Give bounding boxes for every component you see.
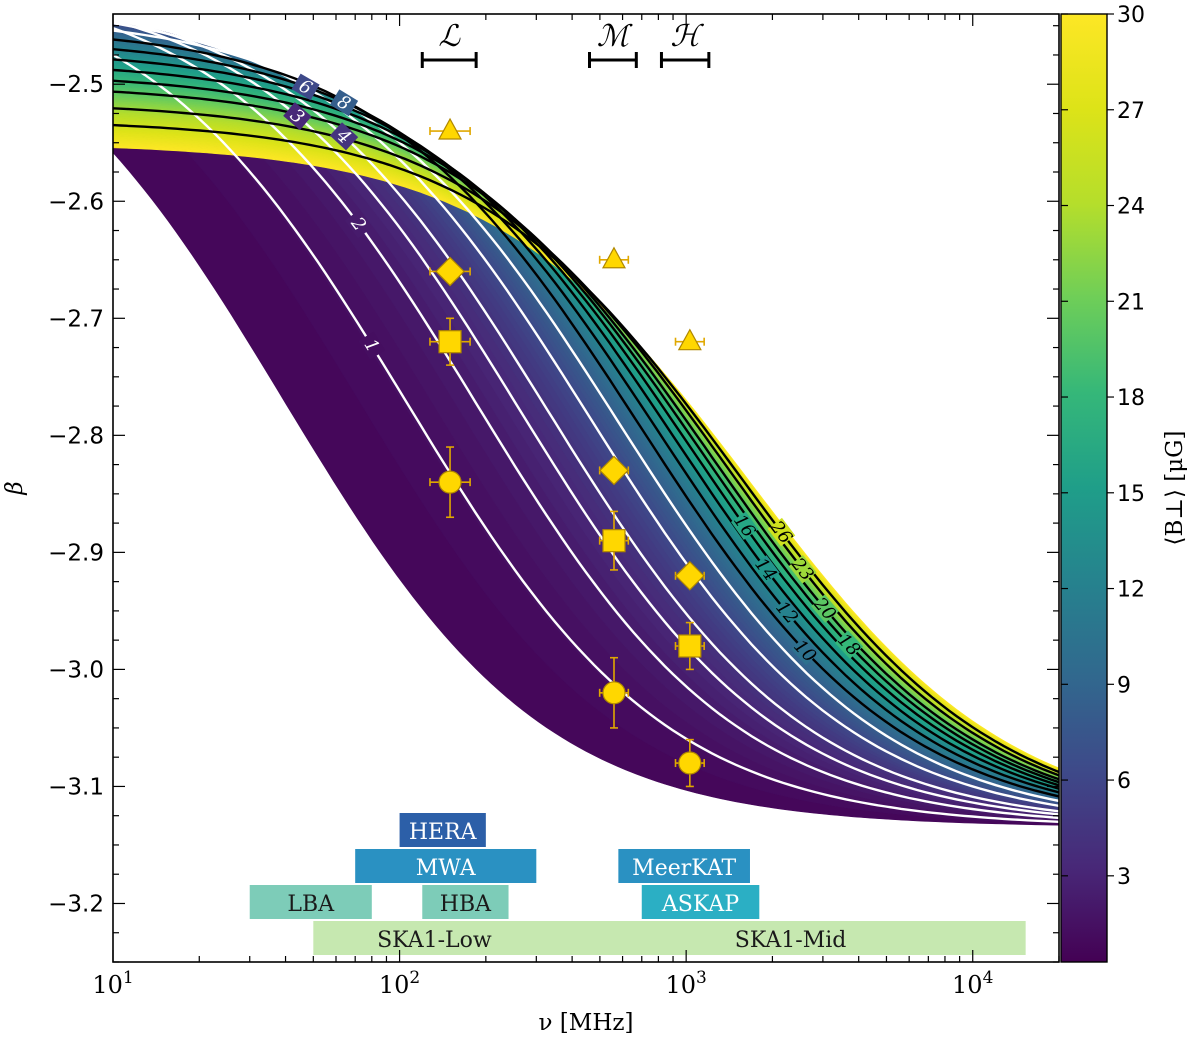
data-point-diamond <box>674 560 705 591</box>
contour-label-gap <box>810 594 839 623</box>
y-tick-label: −2.9 <box>48 540 104 566</box>
colorbar-tick-label: 6 <box>1117 769 1131 794</box>
colormap-band <box>113 145 1059 769</box>
instrument-label-hera: HERA <box>409 820 478 845</box>
y-tick-label: −3.1 <box>48 774 104 800</box>
instrument-label-lba: LBA <box>287 892 335 917</box>
data-point-square <box>602 529 626 553</box>
instrument-band-hera <box>399 813 486 847</box>
y-tick-label: −3.2 <box>48 891 104 917</box>
contour-label-gap <box>329 122 359 151</box>
instrument-label-meerkat: MeerKAT <box>632 856 736 881</box>
contour-line-14 <box>113 58 1059 790</box>
contour-label-gap <box>773 598 802 627</box>
contour-line-12 <box>113 48 1059 794</box>
contour-line-18 <box>113 79 1059 784</box>
data-points <box>429 117 705 788</box>
contour-label-gap <box>730 511 759 540</box>
contour-label-gap <box>788 555 817 584</box>
colorbar-ticks: 3 6 9 12 15 18 21 24 27 30 <box>1061 3 1145 890</box>
contour-label-gap <box>767 517 796 547</box>
data-point-square <box>438 330 462 354</box>
colorbar-frame <box>1060 13 1108 963</box>
instrument-band-askap <box>641 885 760 919</box>
data-point-diamond <box>599 455 629 486</box>
contour-label-gap <box>790 636 820 666</box>
colorbar-tick-label: 9 <box>1117 673 1131 698</box>
y-axis-label: β <box>2 481 28 495</box>
instrument-label-mwa: MWA <box>416 856 477 881</box>
data-point-triangle <box>438 117 463 140</box>
colorbar <box>1061 14 1107 962</box>
contour-line-3 <box>113 19 1059 816</box>
contour-label-gap <box>291 73 320 101</box>
instrument-label-ska1-low: SKA1-Low <box>377 928 492 953</box>
instrument-band-ska1-low <box>313 921 556 955</box>
contour-line-8 <box>113 29 1059 803</box>
data-point-square <box>678 634 702 658</box>
data-point-triangle <box>677 328 702 351</box>
x-tick-label: 101 <box>92 968 133 999</box>
contour-line-1 <box>113 53 1059 823</box>
contour-line-4 <box>113 18 1059 813</box>
contour-line-20 <box>113 90 1059 781</box>
colorbar-tick-label: 21 <box>1117 290 1145 315</box>
instrument-band-mwa <box>355 849 537 883</box>
colorbar-tick-label: 27 <box>1117 99 1145 124</box>
band-label: ℳ <box>597 19 633 54</box>
contour-line-10 <box>113 38 1059 798</box>
data-point-diamond <box>435 256 465 287</box>
colorbar-tick-label: 24 <box>1117 195 1145 220</box>
band-label: ℋ <box>670 19 704 54</box>
data-point-triangle <box>601 246 627 269</box>
x-axis-label: ν [MHz] <box>539 1010 634 1036</box>
y-tick-label: −2.8 <box>48 423 104 449</box>
instrument-band-meerkat <box>618 849 750 883</box>
data-point-circle <box>602 681 626 705</box>
y-tick-label: −3.0 <box>48 657 104 683</box>
contour-label-gap <box>329 89 359 117</box>
instrument-label-hba: HBA <box>440 892 492 917</box>
y-tick-label: −2.7 <box>48 306 104 332</box>
band-label: ℒ <box>438 19 461 54</box>
instrument-label-ska1-mid: SKA1-Mid <box>735 928 847 953</box>
data-point-circle <box>438 470 462 494</box>
contour-line-6 <box>113 22 1059 807</box>
y-tick-label: −2.5 <box>48 72 104 98</box>
contour-label-gap <box>752 555 780 584</box>
instrument-band-lba <box>249 885 372 919</box>
instrument-bands: HERA MWA MeerKAT LBA HBA ASKAP SKA1-Low SKA1-Mi… <box>249 813 1026 955</box>
colorbar-tick-label: 12 <box>1117 578 1145 603</box>
x-tick-label: 104 <box>952 968 993 999</box>
plot-frame <box>112 13 1060 963</box>
x-tick-label: 102 <box>379 968 420 999</box>
contour-line-26 <box>113 123 1059 774</box>
contour-label-gap <box>358 331 386 360</box>
contour-label-gap <box>834 630 864 659</box>
colorbar-tick-label: 30 <box>1117 3 1145 28</box>
colorbar-tick-label: 18 <box>1117 386 1145 411</box>
contour-label-gap <box>283 102 312 131</box>
axis-ticks: 101 102 103 104 −2.5 −2.6 −2.7 −2.8 −2.9 −3.0 −3.1… <box>48 14 1060 999</box>
y-tick-label: −2.6 <box>48 189 104 215</box>
colorbar-tick-label: 15 <box>1117 482 1145 507</box>
data-point-circle <box>678 751 702 775</box>
colormap-fill <box>113 19 1059 826</box>
x-tick-label: 103 <box>665 968 706 999</box>
contour-line-16 <box>113 68 1059 787</box>
instrument-band-hba <box>422 885 509 919</box>
colorbar-tick-label: 3 <box>1117 865 1131 890</box>
instrument-label-askap: ASKAP <box>661 892 739 917</box>
contour-label-gap <box>344 209 373 239</box>
colorbar-label: ⟨B⊥⟩ [μG] <box>1162 430 1188 545</box>
instrument-band-ska1-mid <box>555 921 1026 955</box>
